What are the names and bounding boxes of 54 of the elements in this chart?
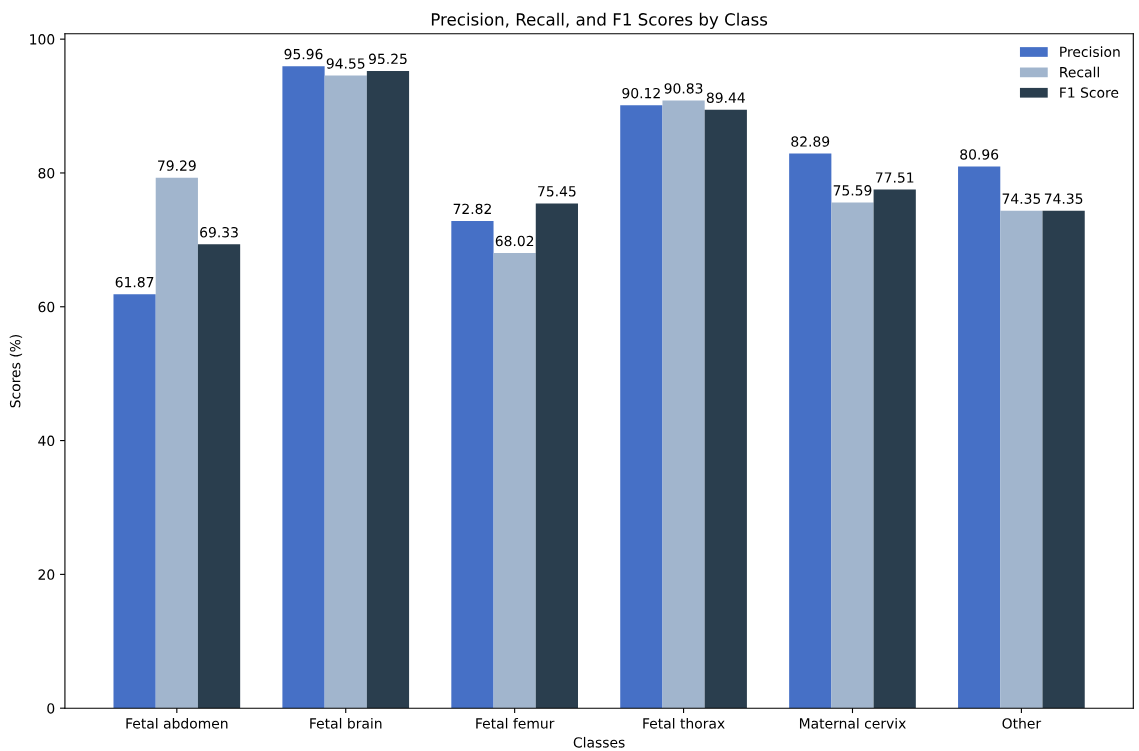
legend-label: F1 Score: [1060, 87, 1119, 98]
legend-label: Precision: [1060, 46, 1120, 58]
bar: [789, 153, 832, 709]
bar: [620, 105, 663, 709]
bar: [958, 166, 1001, 709]
data-label: 74.35: [1044, 193, 1083, 204]
bar: [282, 66, 325, 709]
bar: [324, 75, 367, 709]
y-tick-label: 0: [47, 703, 55, 714]
y-tick-label: 20: [38, 569, 55, 580]
data-label: 74.35: [1002, 193, 1041, 204]
data-label: 61.87: [115, 276, 154, 288]
legend-label: Recall: [1060, 66, 1099, 78]
y-tick-label: 80: [38, 167, 55, 179]
y-tick-label: 60: [38, 301, 55, 313]
x-tick-label: Fetal thorax: [643, 717, 725, 729]
data-label: 95.96: [284, 48, 323, 60]
bar: [451, 220, 494, 709]
x-tick-label: Fetal femur: [476, 717, 555, 729]
bar: [493, 253, 536, 709]
data-label: 82.89: [791, 136, 830, 147]
x-axis-title: Classes: [573, 736, 625, 748]
y-tick-label: 40: [38, 435, 55, 447]
bar: [535, 203, 578, 709]
x-tick-label: Fetal brain: [310, 717, 382, 729]
bar: [873, 189, 916, 709]
bar: [704, 109, 747, 709]
y-tick-label: 100: [30, 34, 55, 45]
data-label: 94.55: [326, 58, 365, 69]
x-tick-label: Other: [1002, 717, 1042, 729]
data-label: 90.12: [622, 87, 660, 99]
data-label: 68.02: [495, 235, 534, 247]
bar: [155, 177, 198, 709]
chart-title: Precision, Recall, and F1 Scores by Class: [431, 12, 768, 29]
data-label: 95.25: [368, 53, 407, 65]
data-label: 75.59: [833, 185, 872, 196]
bar: [1000, 210, 1043, 709]
y-axis-title: Scores (%): [9, 334, 23, 408]
data-label: 89.44: [706, 92, 745, 103]
bar: [113, 294, 156, 709]
bar: [662, 100, 705, 709]
data-label: 75.45: [538, 186, 576, 197]
bar: [197, 244, 241, 709]
data-label: 69.33: [200, 226, 238, 238]
data-label: 77.51: [875, 172, 914, 183]
x-tick-label: Maternal cervix: [799, 717, 906, 729]
data-label: 79.29: [158, 160, 196, 171]
bar: [366, 70, 410, 709]
bar: [831, 202, 874, 709]
data-label: 72.82: [453, 203, 491, 215]
bar: [1042, 210, 1085, 709]
x-tick-label: Fetal abdomen: [126, 717, 228, 729]
data-label: 90.83: [664, 83, 703, 94]
data-label: 80.96: [960, 149, 999, 160]
